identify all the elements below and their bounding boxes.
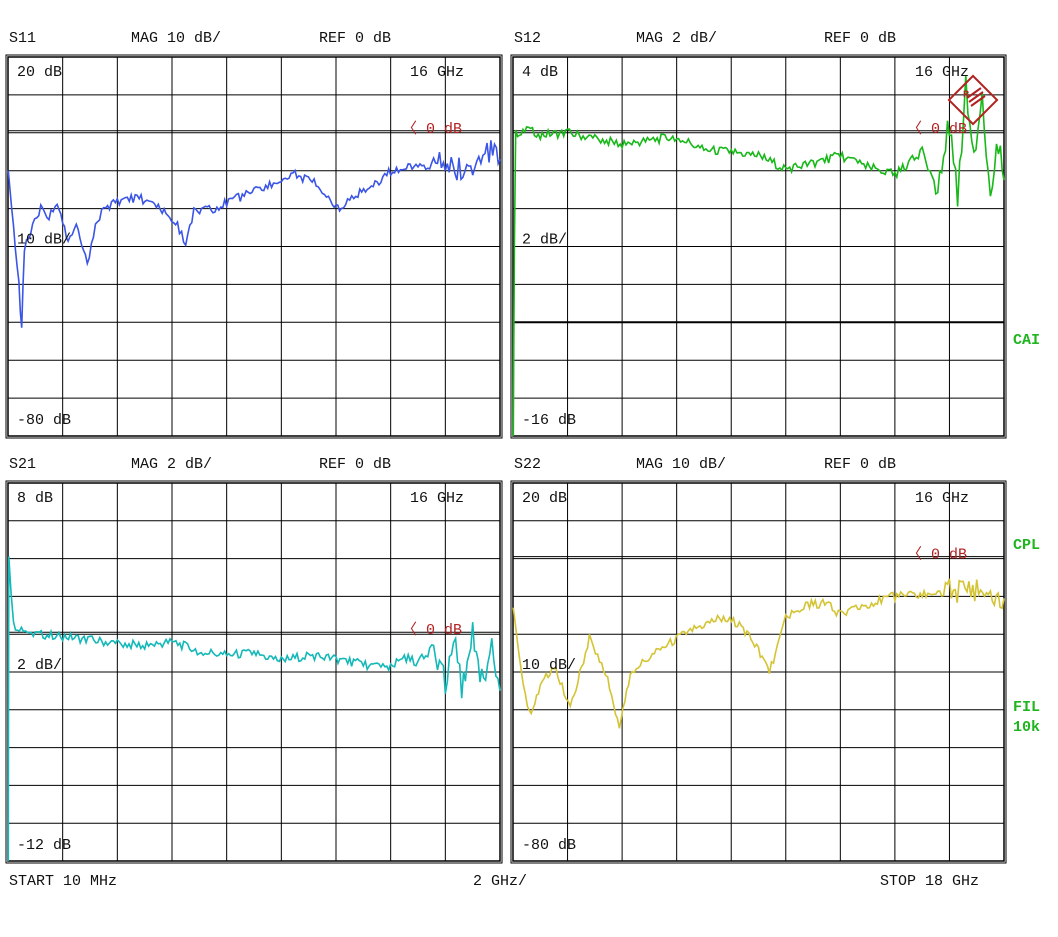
ref-marker-label: 〈 0 dB	[907, 120, 967, 138]
top-scale-label: 8 dB	[17, 490, 53, 507]
plot-frame	[5, 54, 503, 439]
format-label: MAG 10 dB/	[636, 456, 726, 473]
side-label-coupling: CPL	[1013, 537, 1040, 554]
bottom-scale-label: -12 dB	[17, 837, 71, 854]
bottom-scale-label: -80 dB	[522, 837, 576, 854]
plot-frame	[510, 480, 1007, 864]
top-scale-label: 4 dB	[522, 64, 558, 81]
panel-s12: S12 MAG 2 dB/REF 0 dB 4 dB 16 GHz 〈 0 dB 2 dB…	[510, 30, 1007, 439]
svg-text:R: R	[963, 90, 969, 101]
top-scale-label: 20 dB	[522, 490, 567, 507]
format-label: MAG 2 dB/	[636, 30, 717, 47]
marker-freq-label: 16 GHz	[410, 64, 464, 81]
marker-freq-label: 16 GHz	[915, 64, 969, 81]
bottom-scale-label: -16 dB	[522, 412, 576, 429]
side-label-filter: FIL	[1013, 699, 1040, 716]
side-label-cal: CAI	[1013, 332, 1040, 349]
trace-s11	[7, 140, 501, 328]
marker-freq-label: 16 GHz	[915, 490, 969, 507]
ref-marker-label: 〈 0 dB	[402, 120, 462, 138]
bottom-scale-label: -80 dB	[17, 412, 71, 429]
scale-div-label: 10 dB/	[17, 232, 71, 249]
footer-start: START 10 MHz	[9, 873, 117, 890]
trace-s22	[512, 578, 1005, 729]
format-label: MAG 10 dB/	[131, 30, 221, 47]
top-scale-label: 20 dB	[17, 64, 62, 81]
param-label: S11	[9, 30, 36, 47]
ref-level-label: REF 0 dB	[824, 30, 896, 47]
trace-s21	[7, 556, 501, 862]
footer-span: 2 GHz/	[473, 873, 527, 890]
footer-stop: STOP 18 GHz	[880, 873, 979, 890]
ref-level-label: REF 0 dB	[824, 456, 896, 473]
plot-frame	[5, 480, 503, 864]
param-label: S12	[514, 30, 541, 47]
side-label-filter-value: 10k	[1013, 719, 1040, 736]
ref-level-label: REF 0 dB	[319, 30, 391, 47]
scale-div-label: 2 dB/	[522, 232, 567, 249]
plot-frame	[510, 54, 1007, 439]
marker-freq-label: 16 GHz	[410, 490, 464, 507]
rohde-schwarz-logo: R	[947, 74, 999, 126]
ref-marker-label: 〈 0 dB	[402, 621, 462, 639]
ref-marker-label: 〈 0 dB	[907, 546, 967, 564]
scale-div-label: 2 dB/	[17, 657, 62, 674]
param-label: S21	[9, 456, 36, 473]
panel-s21: S21 MAG 2 dB/REF 0 dB 8 dB 16 GHz 〈 0 dB 2 dB…	[5, 456, 503, 864]
trace-s12	[512, 75, 1005, 437]
param-label: S22	[514, 456, 541, 473]
format-label: MAG 2 dB/	[131, 456, 212, 473]
ref-level-label: REF 0 dB	[319, 456, 391, 473]
panel-s22: S22 MAG 10 dB/REF 0 dB 20 dB 16 GHz 〈 0 dB 10…	[510, 456, 1007, 864]
panel-s11: S11 MAG 10 dB/REF 0 dB 20 dB 16 GHz 〈 0 dB 10…	[5, 30, 503, 439]
scale-div-label: 10 dB/	[522, 657, 576, 674]
